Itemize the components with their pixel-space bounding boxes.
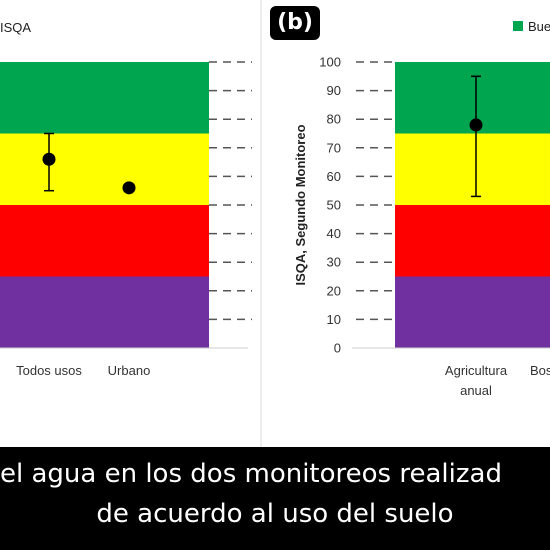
- x-tick-label-left-0: Todos usos: [16, 363, 82, 378]
- band-left-0: [0, 62, 209, 134]
- data-point-right-0: [469, 118, 483, 132]
- y-tick-label-right-100: 100: [319, 55, 341, 70]
- figure-caption: el agua en los dos monitoreos realizad d…: [0, 447, 550, 550]
- y-tick-label-right-40: 40: [327, 226, 341, 241]
- y-tick-label-right-10: 10: [327, 312, 341, 327]
- x-tick-label-left-1: Urbano: [108, 363, 151, 378]
- y-tick-label-right-70: 70: [327, 140, 341, 155]
- caption-line-2: de acuerdo al uso del suelo: [96, 499, 454, 529]
- legend-label-good: Bue: [528, 19, 550, 34]
- y-tick-label-right-0: 0: [334, 341, 341, 356]
- y-axis-label-right: ISQA, Segundo Monitoreo: [293, 124, 308, 285]
- y-tick-label-right-30: 30: [327, 255, 341, 270]
- legend-swatch-good: [513, 21, 523, 31]
- chart-canvas: Todos usos Urbano ISQA 0 10 20 30 40 50 60 70 80 90 1…: [0, 0, 550, 447]
- data-point-left-1: [122, 181, 136, 195]
- panel-label-b: (b): [270, 6, 320, 40]
- legend-left-text: ISQA: [0, 20, 31, 35]
- band-right-1: [395, 133, 550, 205]
- band-left-1: [0, 133, 209, 205]
- y-tick-label-right-50: 50: [327, 198, 341, 213]
- x-tick-label-right-0-0: Agricultura: [445, 363, 508, 378]
- y-tick-label-right-80: 80: [327, 112, 341, 127]
- y-tick-label-right-60: 60: [327, 169, 341, 184]
- band-right-2: [395, 205, 550, 277]
- y-tick-label-right-90: 90: [327, 83, 341, 98]
- caption-line-1: el agua en los dos monitoreos realizad: [0, 459, 502, 489]
- y-tick-label-right-20: 20: [327, 283, 341, 298]
- x-tick-label-right-1-0: Bos: [530, 363, 550, 378]
- band-left-3: [0, 276, 209, 348]
- band-left-2: [0, 205, 209, 277]
- band-right-3: [395, 276, 550, 348]
- data-point-left-0: [42, 152, 56, 166]
- x-tick-label-right-0-1: anual: [460, 383, 492, 398]
